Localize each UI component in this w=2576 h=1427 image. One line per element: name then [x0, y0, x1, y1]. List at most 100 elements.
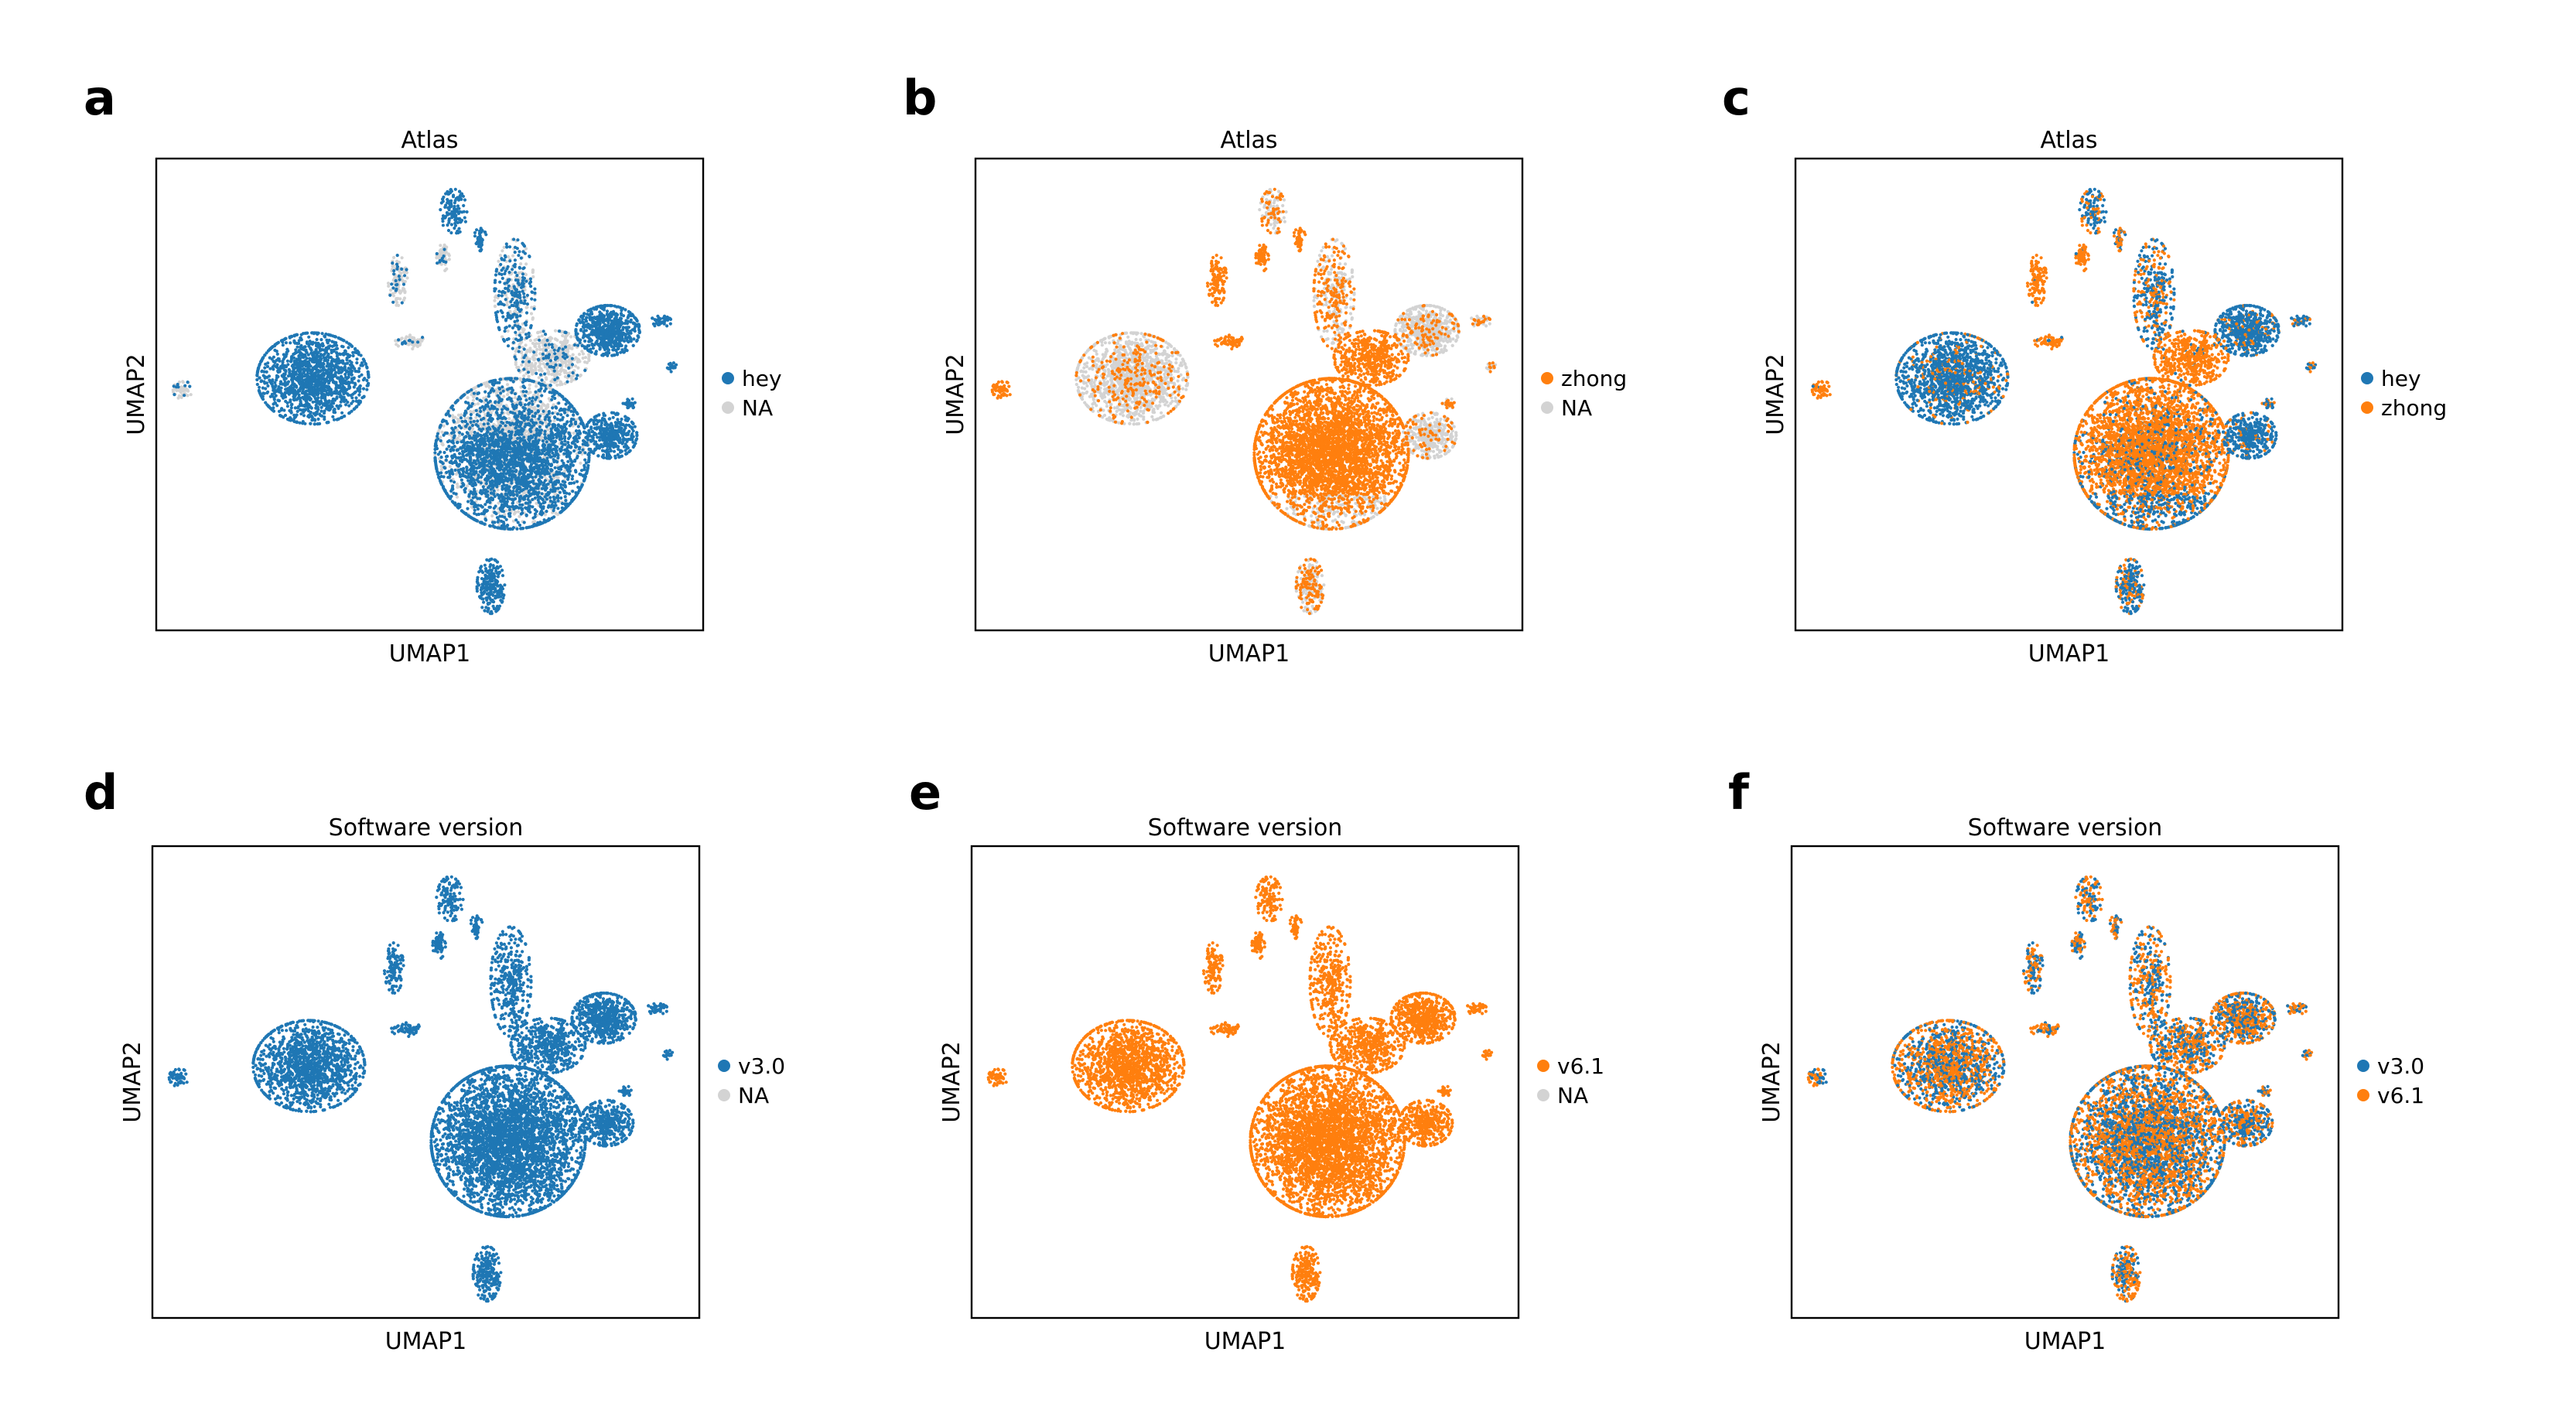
data-point [443, 432, 447, 435]
data-point [543, 429, 547, 434]
data-point [365, 366, 369, 370]
data-point [587, 353, 591, 357]
data-point [442, 424, 446, 428]
data-point [446, 252, 451, 256]
data-point [505, 302, 509, 307]
data-point [527, 374, 531, 378]
data-point [494, 295, 497, 299]
data-point [496, 488, 500, 492]
data-point [492, 426, 496, 431]
data-point [457, 419, 461, 423]
data-point [350, 369, 354, 373]
data-point [579, 374, 583, 377]
data-point [576, 425, 580, 428]
data-point [183, 388, 186, 392]
data-point [312, 357, 316, 361]
data-point [306, 406, 310, 410]
data-point [397, 303, 401, 307]
data-point [266, 384, 270, 388]
data-point [415, 344, 420, 349]
data-point [359, 353, 363, 357]
data-point [447, 445, 451, 449]
data-point [440, 442, 444, 446]
data-point [392, 255, 396, 260]
data-point [258, 391, 261, 394]
data-point [179, 395, 183, 399]
data-point [303, 394, 307, 398]
data-point [501, 249, 504, 253]
data-point [528, 383, 531, 387]
data-point [564, 402, 568, 406]
data-point [266, 349, 270, 353]
data-point [583, 458, 587, 462]
data-point [347, 355, 350, 359]
data-point [470, 499, 473, 503]
data-point [343, 388, 347, 392]
data-point [501, 468, 505, 472]
data-point [351, 350, 355, 354]
data-point [258, 364, 261, 367]
data-point [538, 364, 542, 368]
data-point [302, 347, 306, 352]
data-point [337, 376, 340, 380]
data-point [327, 399, 331, 403]
data-point [326, 345, 330, 349]
data-point [328, 387, 332, 391]
data-point [186, 394, 190, 398]
data-point [299, 401, 303, 406]
data-point [351, 399, 355, 403]
data-point [360, 361, 364, 365]
data-point [341, 338, 345, 342]
data-point [553, 415, 557, 420]
data-point [524, 513, 528, 517]
data-point [299, 343, 303, 347]
data-point [533, 507, 537, 512]
data-point [528, 500, 532, 504]
data-point [574, 420, 578, 424]
data-point [309, 406, 313, 410]
data-point [540, 476, 544, 480]
data-point [301, 422, 305, 425]
data-point [189, 393, 193, 397]
data-point [563, 435, 567, 439]
data-point [339, 389, 343, 393]
data-point [574, 429, 579, 433]
data-point [535, 384, 538, 388]
data-point [531, 275, 535, 278]
data-point [337, 406, 340, 411]
data-point [452, 408, 456, 411]
data-point [453, 452, 456, 456]
data-point [474, 415, 478, 419]
data-point [567, 492, 572, 496]
data-point [576, 454, 579, 459]
data-point [534, 361, 538, 365]
data-point [309, 375, 313, 379]
data-point [332, 418, 337, 422]
data-point [303, 331, 307, 335]
data-point [289, 384, 293, 388]
data-point [563, 370, 567, 374]
data-point [542, 389, 547, 393]
data-point [367, 375, 371, 379]
data-point [284, 399, 288, 404]
data-point [314, 380, 318, 384]
data-point [259, 380, 263, 384]
data-point [298, 353, 302, 357]
data-point [285, 359, 289, 363]
data-point [341, 359, 345, 363]
data-point [339, 400, 343, 404]
data-point [319, 380, 323, 384]
data-point [453, 425, 457, 429]
data-point [456, 485, 460, 490]
data-point [538, 425, 542, 429]
data-point [307, 335, 311, 339]
data-point [511, 490, 515, 493]
data-point [528, 510, 532, 514]
data-point [309, 392, 313, 396]
data-point [556, 507, 560, 510]
data-point [337, 352, 341, 356]
data-point [524, 343, 528, 347]
data-point [553, 329, 558, 333]
data-point [326, 333, 330, 336]
